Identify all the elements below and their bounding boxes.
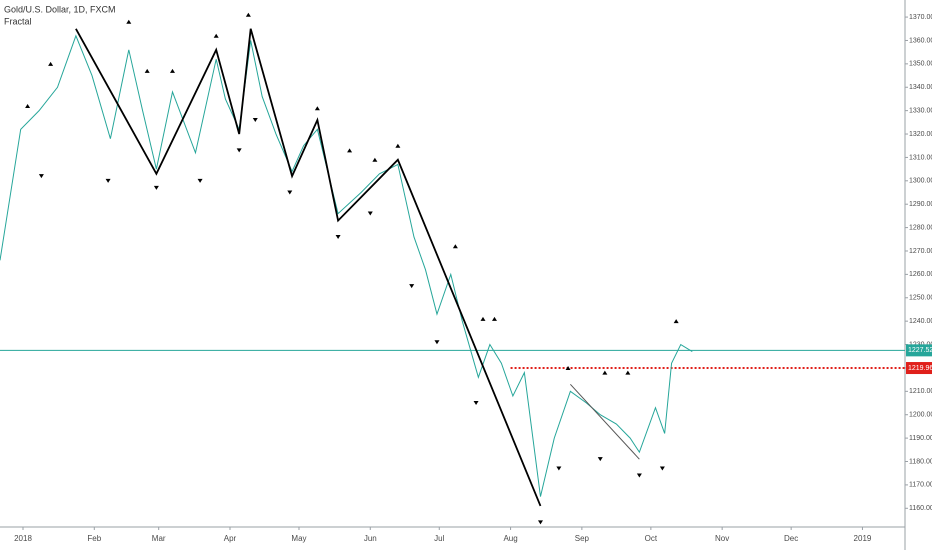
fractal-down — [105, 178, 111, 183]
x-tick-label: Apr — [224, 534, 237, 543]
fractal-up — [48, 61, 54, 66]
fractal-up — [625, 370, 631, 375]
y-tick-label: 1300.00 — [909, 178, 932, 185]
y-tick-label: 1260.00 — [909, 271, 932, 278]
y-tick-label: 1360.00 — [909, 37, 932, 44]
fractal-up — [602, 370, 608, 375]
fractal-up — [372, 157, 378, 162]
x-tick-label: 2019 — [854, 534, 872, 543]
fractal-up — [245, 12, 251, 17]
fractal-up — [314, 106, 320, 111]
y-tick-label: 1270.00 — [909, 248, 932, 255]
price-label: 1227.52 — [908, 347, 932, 354]
price-series — [0, 34, 693, 497]
x-tick-label: Mar — [152, 534, 166, 543]
price-label: 1219.96 — [908, 365, 932, 372]
fractal-down — [252, 117, 258, 122]
y-tick-label: 1330.00 — [909, 107, 932, 114]
y-tick-label: 1350.00 — [909, 61, 932, 68]
y-tick-label: 1240.00 — [909, 318, 932, 325]
y-tick-label: 1340.00 — [909, 84, 932, 91]
x-tick-label: Jun — [364, 534, 377, 543]
fractal-up — [673, 319, 679, 324]
price-series — [570, 383, 640, 460]
fractal-up — [213, 33, 219, 38]
fractal-down — [636, 473, 642, 478]
fractal-down — [287, 190, 293, 195]
fractal-down — [556, 466, 562, 471]
y-tick-label: 1290.00 — [909, 201, 932, 208]
fractal-down — [659, 466, 665, 471]
fractal-down — [537, 520, 543, 525]
chart-title: Gold/U.S. Dollar, 1D, FXCM — [4, 4, 116, 14]
x-tick-label: 2018 — [14, 534, 32, 543]
fractal-up — [144, 68, 150, 73]
fractal-down — [335, 234, 341, 239]
fractal-down — [597, 457, 603, 462]
fractal-up — [395, 143, 401, 148]
x-tick-label: Dec — [784, 534, 798, 543]
x-tick-label: Oct — [645, 534, 658, 543]
fractal-down — [236, 148, 242, 153]
y-tick-label: 1200.00 — [909, 412, 932, 419]
fractal-up — [491, 316, 497, 321]
x-tick-label: Sep — [575, 534, 590, 543]
price-label-box — [906, 344, 932, 357]
x-tick-label: May — [291, 534, 306, 543]
y-tick-label: 1320.00 — [909, 131, 932, 138]
fractal-down — [197, 178, 203, 183]
y-tick-label: 1310.00 — [909, 154, 932, 161]
y-tick-label: 1250.00 — [909, 295, 932, 302]
fractal-down — [434, 340, 440, 345]
y-tick-label: 1370.00 — [909, 14, 932, 21]
fractal-up — [565, 365, 571, 370]
y-tick-label: 1190.00 — [909, 435, 932, 442]
y-tick-label: 1280.00 — [909, 224, 932, 231]
fractal-up — [126, 19, 132, 24]
y-tick-label: 1210.00 — [909, 388, 932, 395]
fractal-up — [25, 103, 31, 108]
fractal-down — [367, 211, 373, 216]
y-tick-label: 1180.00 — [909, 458, 932, 465]
fractal-down — [473, 401, 479, 406]
price-label-box — [906, 362, 932, 375]
x-tick-label: Nov — [715, 534, 729, 543]
fractal-up — [347, 148, 353, 153]
fractal-up — [169, 68, 175, 73]
fractal-down — [409, 284, 415, 289]
fractal-up — [452, 244, 458, 249]
fractal-up — [480, 316, 486, 321]
fractal-down — [153, 185, 159, 190]
y-tick-label: 1160.00 — [909, 505, 932, 512]
x-tick-label: Aug — [503, 534, 517, 543]
indicator-name: Fractal — [4, 16, 32, 26]
fractal-down — [38, 174, 44, 179]
x-tick-label: Feb — [87, 534, 101, 543]
price-series — [75, 28, 542, 507]
x-tick-label: Jul — [434, 534, 444, 543]
y-tick-label: 1170.00 — [909, 482, 932, 489]
